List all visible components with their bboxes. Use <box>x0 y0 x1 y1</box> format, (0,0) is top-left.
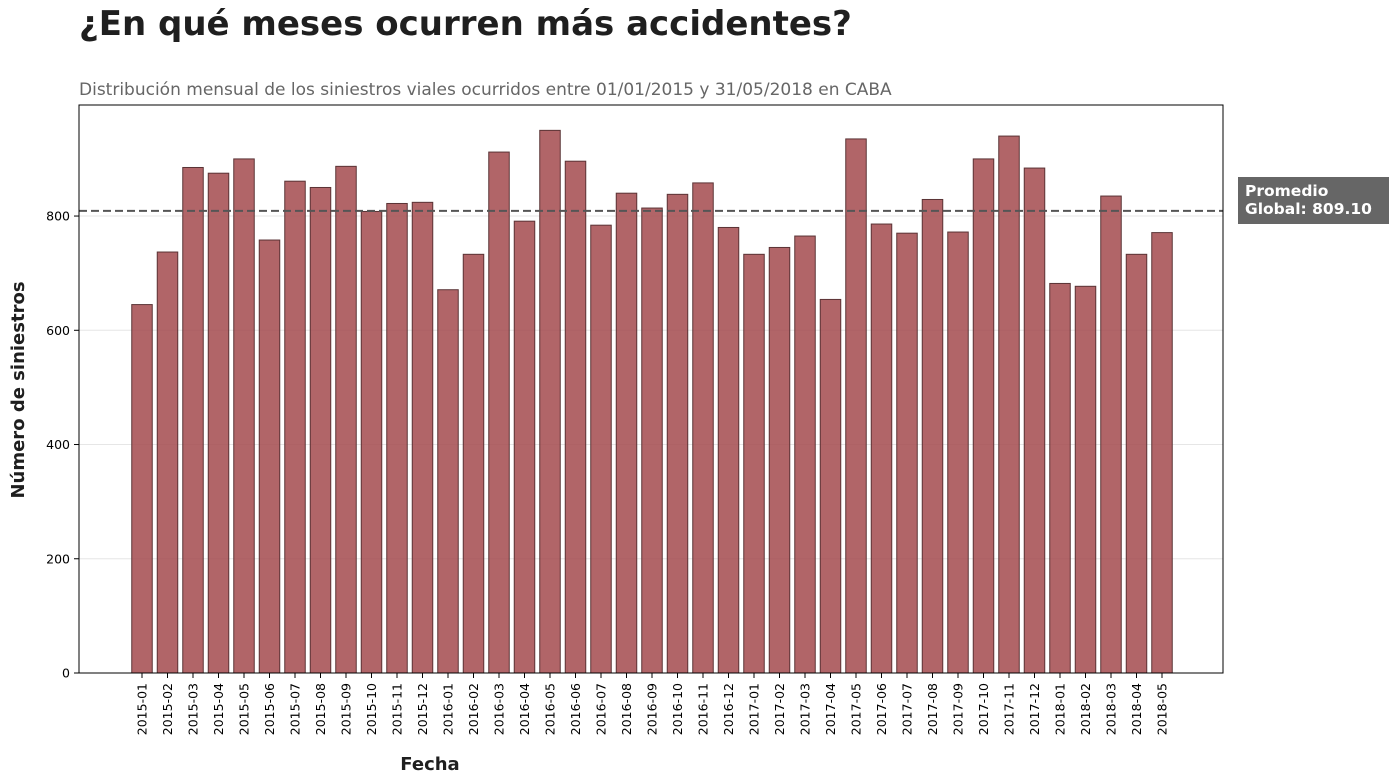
x-tick-label: 2016-02 <box>466 683 481 735</box>
bar-2018-04 <box>1125 253 1148 674</box>
x-tick-label: 2015-11 <box>390 683 405 735</box>
bar-2016-02 <box>462 253 485 674</box>
x-tick-label: 2017-08 <box>925 683 940 735</box>
bar-2018-02 <box>1074 285 1097 674</box>
x-tick-label: 2018-02 <box>1078 683 1093 735</box>
x-tick-label: 2016-12 <box>721 683 736 735</box>
x-tick-label: 2015-10 <box>364 683 379 735</box>
bar-2017-01 <box>743 253 765 674</box>
bar-2015-09 <box>335 165 357 674</box>
bar-2017-05 <box>845 138 867 674</box>
bar-2016-07 <box>590 224 612 674</box>
bar-2015-05 <box>233 158 255 674</box>
average-label-line1: Promedio <box>1245 182 1328 200</box>
x-tick-label: 2017-07 <box>900 683 915 735</box>
bar-2017-11 <box>998 135 1020 674</box>
x-tick-label: 2018-03 <box>1104 683 1119 735</box>
bar-2015-12 <box>411 201 434 674</box>
bar-2015-08 <box>309 186 332 674</box>
x-tick-label: 2015-09 <box>339 683 354 735</box>
x-tick-label: 2017-05 <box>849 683 864 735</box>
x-tick-label: 2018-04 <box>1129 683 1144 735</box>
bar-2016-09 <box>641 207 663 674</box>
x-tick-label: 2018-01 <box>1053 683 1068 735</box>
bar-2015-07 <box>284 180 306 674</box>
bar-2018-03 <box>1100 195 1122 674</box>
x-tick-label: 2015-06 <box>262 683 277 735</box>
x-tick-label: 2015-12 <box>415 683 430 735</box>
x-tick-label: 2015-02 <box>160 683 175 735</box>
bar-2016-01 <box>437 289 459 674</box>
x-tick-label: 2018-05 <box>1155 683 1170 735</box>
bars <box>131 129 1173 674</box>
average-label-line2: Global: 809.10 <box>1245 200 1372 218</box>
x-tick-label: 2015-07 <box>288 683 303 735</box>
x-tick-label: 2015-04 <box>211 683 226 735</box>
bar-2017-03 <box>794 235 816 674</box>
x-tick-label: 2016-05 <box>543 683 558 735</box>
bar-2016-08 <box>615 192 638 674</box>
chart-subtitle: Distribución mensual de los siniestros v… <box>79 80 892 100</box>
bar-2017-04 <box>819 298 842 674</box>
x-tick-label: 2016-10 <box>670 683 685 735</box>
bar-2015-11 <box>386 202 408 674</box>
bar-2017-06 <box>870 223 893 674</box>
bar-2016-11 <box>692 182 714 674</box>
x-tick-label: 2017-09 <box>951 683 966 735</box>
bar-2016-04 <box>513 220 536 674</box>
bar-2015-04 <box>207 172 230 674</box>
bar-2017-08 <box>921 198 944 674</box>
x-tick-label: 2015-03 <box>186 683 201 735</box>
x-tick-label: 2017-02 <box>772 683 787 735</box>
x-tick-label: 2015-01 <box>135 683 150 735</box>
x-tick-label: 2016-04 <box>517 683 532 735</box>
y-axis: 0 200 400 600 800 <box>46 209 79 681</box>
x-axis: 2015-01 2015-02 2015-03 2015-04 2015-05 2015-… <box>135 673 1170 735</box>
bar-2016-10 <box>666 193 689 674</box>
x-tick-label: 2017-12 <box>1027 683 1042 735</box>
y-tick-label: 200 <box>46 551 70 566</box>
bar-2017-12 <box>1023 167 1046 674</box>
y-tick-label: 800 <box>46 209 70 224</box>
bar-2015-01 <box>131 304 153 674</box>
x-tick-label: 2016-03 <box>492 683 507 735</box>
bar-2017-07 <box>896 232 918 674</box>
x-tick-label: 2016-11 <box>696 683 711 735</box>
bar-2017-02 <box>768 246 791 674</box>
y-axis-title: Número de siniestros <box>8 281 29 498</box>
x-tick-label: 2016-01 <box>441 683 456 735</box>
bar-2015-03 <box>182 166 204 674</box>
bar-2017-10 <box>972 158 995 674</box>
y-tick-label: 0 <box>62 666 70 681</box>
bar-2016-06 <box>564 160 587 674</box>
x-tick-label: 2017-11 <box>1002 683 1017 735</box>
x-tick-label: 2015-08 <box>313 683 328 735</box>
average-label-box <box>1238 177 1389 224</box>
x-tick-label: 2015-05 <box>237 683 252 735</box>
bar-2018-01 <box>1049 282 1071 674</box>
x-tick-label: 2017-04 <box>823 683 838 735</box>
bar-2015-02 <box>156 251 179 674</box>
bar-2015-10 <box>360 210 383 674</box>
y-tick-label: 600 <box>46 323 70 338</box>
bar-2018-05 <box>1151 232 1173 674</box>
bar-2015-06 <box>258 239 281 674</box>
bar-2016-03 <box>488 151 510 674</box>
x-tick-label: 2017-01 <box>747 683 762 735</box>
x-tick-label: 2016-08 <box>619 683 634 735</box>
average-annotation: Promedio Global: 809.10 <box>79 177 1389 224</box>
x-axis-title: Fecha <box>400 754 459 775</box>
x-tick-label: 2016-06 <box>568 683 583 735</box>
x-tick-label: 2016-07 <box>594 683 609 735</box>
x-tick-label: 2017-10 <box>976 683 991 735</box>
x-tick-label: 2017-06 <box>874 683 889 735</box>
x-tick-label: 2017-03 <box>798 683 813 735</box>
chart-title: ¿En qué meses ocurren más accidentes? <box>79 4 852 44</box>
plot-frame <box>78 104 1224 674</box>
y-tick-label: 400 <box>46 437 70 452</box>
bar-2016-12 <box>717 226 740 674</box>
x-tick-label: 2016-09 <box>645 683 660 735</box>
bar-2017-09 <box>947 231 969 674</box>
